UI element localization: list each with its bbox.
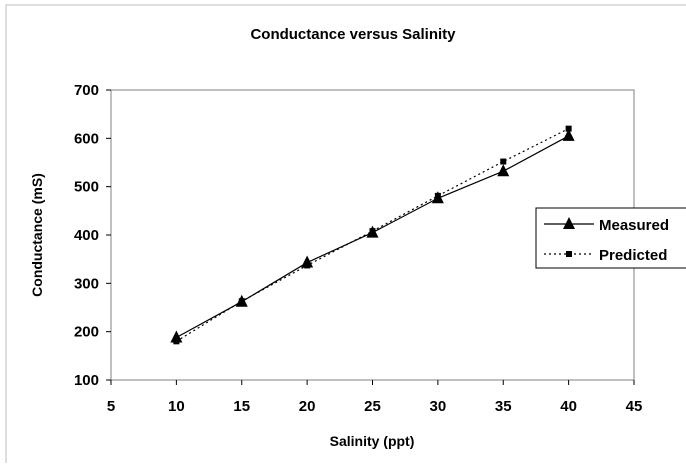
x-tick-label: 40 (560, 398, 577, 415)
legend-label-predicted: Predicted (599, 247, 667, 264)
chart-area-border (5, 4, 686, 468)
x-tick-label: 10 (168, 398, 185, 415)
legend-marker-measured (563, 217, 575, 229)
x-tick-label: 30 (430, 398, 447, 415)
data-point-predicted (369, 228, 376, 235)
data-point-measured (562, 128, 575, 141)
legend-marker-predicted (566, 251, 572, 257)
x-axis-ticks: 5 10 15 20 25 30 35 40 45 (107, 380, 643, 415)
x-tick-label: 15 (233, 398, 250, 415)
legend-box (535, 207, 686, 269)
y-axis-ticks: 100 200 300 400 500 600 700 (74, 82, 111, 389)
data-point-predicted (173, 338, 180, 345)
y-tick-label: 400 (74, 227, 99, 244)
x-tick-label: 5 (107, 398, 115, 415)
data-point-predicted (434, 192, 441, 199)
x-axis-title: Salinity (ppt) (330, 433, 415, 449)
chart-title: Conductance versus Salinity (250, 26, 456, 43)
y-tick-label: 100 (74, 372, 99, 389)
data-point-predicted (238, 298, 245, 305)
legend-label-measured: Measured (599, 217, 669, 234)
y-axis-title: Conductance (mS) (29, 173, 45, 297)
y-tick-label: 500 (74, 179, 99, 196)
data-point-predicted (500, 158, 507, 165)
legend: Measured Predicted (535, 207, 686, 269)
y-tick-label: 200 (74, 324, 99, 341)
y-tick-label: 700 (74, 82, 99, 99)
x-tick-label: 35 (495, 398, 512, 415)
y-tick-label: 600 (74, 130, 99, 147)
y-tick-label: 300 (74, 275, 99, 292)
data-point-predicted (565, 125, 572, 132)
data-point-predicted (304, 262, 311, 269)
x-tick-label: 45 (626, 398, 643, 415)
x-tick-label: 25 (364, 398, 381, 415)
series-layer (170, 125, 575, 345)
data-point-measured (497, 164, 510, 177)
x-tick-label: 20 (299, 398, 316, 415)
